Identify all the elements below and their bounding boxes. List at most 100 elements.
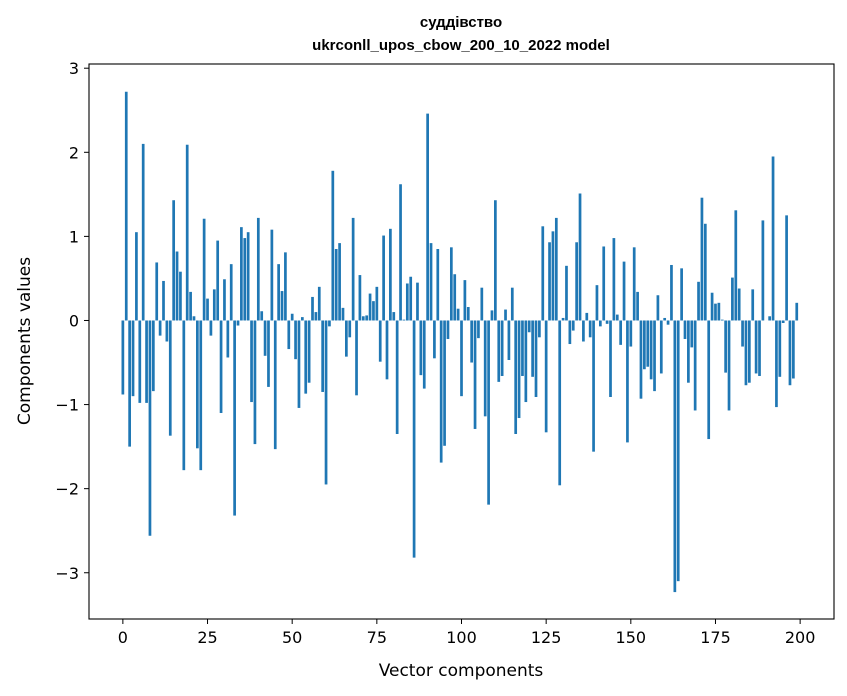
bar-101 <box>463 280 467 321</box>
bar-69 <box>355 320 358 396</box>
bar-91 <box>429 243 433 321</box>
bar-140 <box>595 285 599 321</box>
bar-93 <box>436 249 440 321</box>
bar-79 <box>389 228 392 321</box>
bar-162 <box>670 264 673 321</box>
bar-49 <box>287 320 291 350</box>
x-axis-ticks: 0 25 50 75 100 125 150 175 200 <box>118 619 815 647</box>
bar-188 <box>758 320 761 376</box>
bar-178 <box>724 320 727 373</box>
bar-179 <box>727 320 731 411</box>
bar-173 <box>707 320 711 440</box>
bar-96 <box>446 320 450 339</box>
bar-117 <box>517 320 521 419</box>
x-axis-label: Vector components <box>379 661 544 681</box>
bar-57 <box>314 312 318 321</box>
bar-33 <box>233 320 236 516</box>
bar-124 <box>541 226 545 321</box>
bar-68 <box>351 217 355 321</box>
bar-64 <box>338 243 341 321</box>
bar-135 <box>578 193 582 321</box>
bar-87 <box>416 282 419 321</box>
y-tick-label: 3 <box>69 59 79 78</box>
bar-92 <box>433 320 436 359</box>
bar-42 <box>263 320 267 356</box>
bar-94 <box>439 320 443 463</box>
bar-47 <box>280 291 284 321</box>
bar-60 <box>324 320 328 485</box>
bar-98 <box>453 274 457 321</box>
bar-154 <box>643 320 646 370</box>
bar-18 <box>182 320 186 471</box>
chart-subtitle: ukrconll_upos_cbow_200_10_2022 model <box>312 37 610 54</box>
bar-170 <box>697 281 700 321</box>
bar-6 <box>141 143 145 321</box>
bar-70 <box>358 275 362 321</box>
bar-50 <box>290 313 294 321</box>
bar-75 <box>375 286 379 321</box>
bar-14 <box>168 320 172 436</box>
bar-196 <box>785 215 788 321</box>
bar-106 <box>480 287 484 321</box>
bar-184 <box>744 320 748 386</box>
bar-82 <box>399 184 402 321</box>
bar-112 <box>500 320 504 376</box>
bar-169 <box>693 320 697 411</box>
bar-55 <box>307 320 311 383</box>
bar-164 <box>676 320 680 582</box>
bar-66 <box>345 320 348 357</box>
bar-139 <box>592 320 595 452</box>
bar-155 <box>646 320 650 367</box>
bar-20 <box>189 291 192 321</box>
bar-175 <box>714 303 717 321</box>
y-tick-label: −2 <box>55 480 79 499</box>
bar-167 <box>687 320 690 383</box>
bar-142 <box>602 246 606 321</box>
bar-137 <box>585 312 589 321</box>
bar-26 <box>209 320 213 336</box>
y-tick-label: 1 <box>69 227 79 246</box>
y-tick-label: 0 <box>69 311 79 330</box>
bar-136 <box>582 320 585 342</box>
bar-161 <box>666 320 670 325</box>
bar-160 <box>663 317 667 321</box>
bar-52 <box>297 320 301 408</box>
bar-130 <box>561 317 565 321</box>
y-axis-label: Components values <box>15 257 35 425</box>
bar-62 <box>331 170 335 321</box>
plot-frame <box>88 63 835 620</box>
bar-84 <box>405 283 409 321</box>
bar-5 <box>138 320 142 403</box>
bar-138 <box>588 320 592 338</box>
bar-28 <box>216 240 220 321</box>
bar-114 <box>507 320 511 360</box>
bar-103 <box>470 320 474 363</box>
bar-72 <box>365 315 369 321</box>
y-axis-ticks: −3 −2 −1 0 1 2 3 <box>55 59 89 583</box>
bar-125 <box>544 320 548 433</box>
bar-157 <box>653 320 656 392</box>
bar-195 <box>781 320 785 323</box>
bar-36 <box>243 238 247 321</box>
bar-115 <box>510 287 514 321</box>
bar-111 <box>497 320 501 382</box>
bar-32 <box>229 264 233 321</box>
bar-123 <box>538 320 541 338</box>
bar-116 <box>514 320 518 434</box>
bar-71 <box>361 316 365 321</box>
bar-187 <box>754 320 758 374</box>
bar-108 <box>487 320 490 505</box>
bar-88 <box>419 320 423 376</box>
bar-80 <box>392 312 396 321</box>
bar-34 <box>236 320 240 326</box>
bar-132 <box>568 320 572 345</box>
bar-56 <box>311 296 314 321</box>
bar-95 <box>443 320 446 446</box>
bar-122 <box>534 320 538 397</box>
bar-180 <box>731 277 734 321</box>
bar-147 <box>619 320 623 345</box>
y-tick-label: 2 <box>69 143 79 162</box>
bar-183 <box>741 320 744 347</box>
bar-156 <box>649 320 653 380</box>
